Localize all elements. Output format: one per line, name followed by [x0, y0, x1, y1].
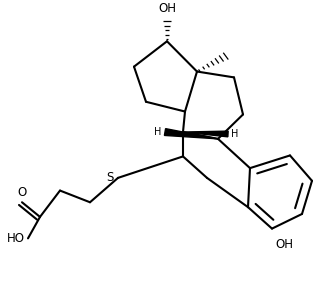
Polygon shape [164, 129, 218, 139]
Polygon shape [183, 131, 228, 137]
Text: OH: OH [158, 1, 176, 15]
Text: H: H [154, 127, 162, 137]
Text: HO: HO [7, 232, 25, 245]
Text: O: O [17, 186, 26, 199]
Text: S: S [107, 171, 114, 184]
Text: H: H [231, 129, 239, 139]
Text: OH: OH [275, 238, 293, 251]
